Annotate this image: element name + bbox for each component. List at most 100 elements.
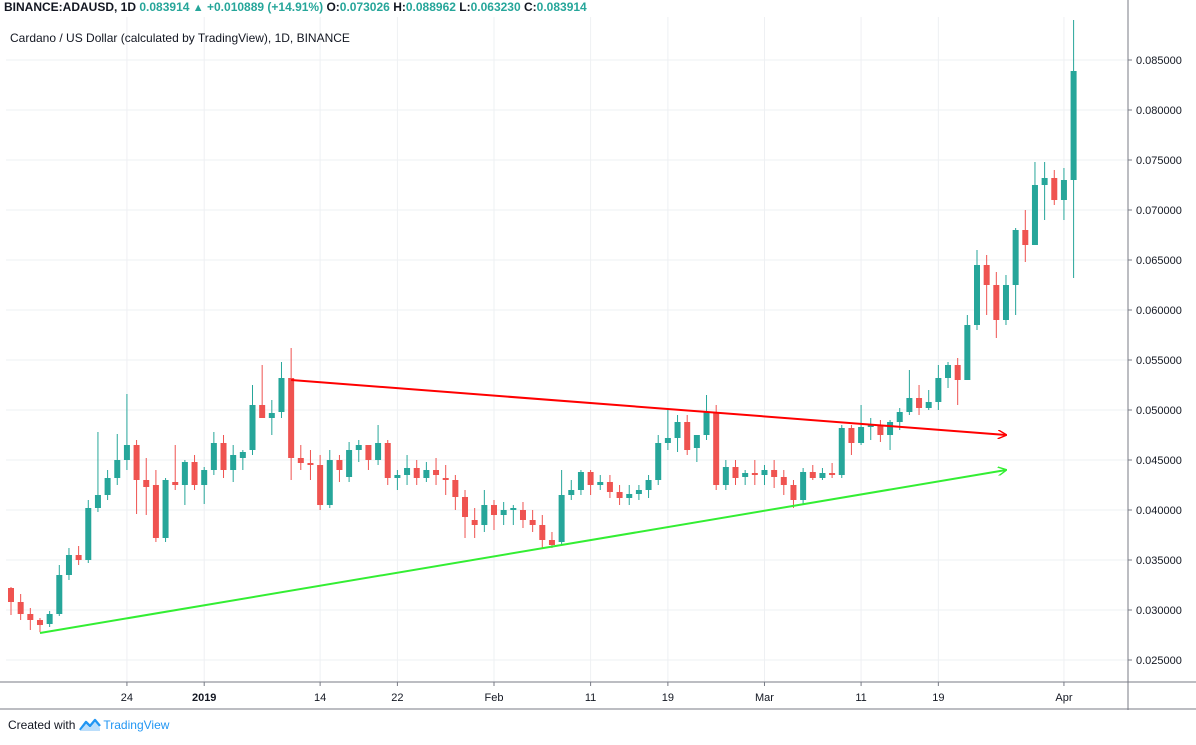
x-tick-label: 11: [585, 692, 596, 704]
y-tick-label: 0.035000: [1136, 555, 1182, 567]
ohlc-header: BINANCE:ADAUSD, 1D 0.083914 ▲ +0.010889 …: [4, 0, 587, 14]
candle-body: [993, 285, 1000, 320]
candle-body: [201, 470, 208, 485]
candle-body: [249, 405, 256, 450]
candle-body: [848, 428, 855, 443]
candle: [452, 475, 459, 510]
candle-body: [462, 497, 469, 517]
candle: [288, 348, 295, 480]
candle-body: [597, 482, 604, 485]
candle-body: [983, 265, 990, 285]
y-tick-label: 0.075000: [1136, 155, 1182, 167]
candle: [375, 425, 382, 465]
candle: [413, 460, 420, 485]
candle: [433, 458, 440, 485]
candle-body: [722, 467, 729, 485]
candle: [500, 502, 507, 525]
candle: [771, 460, 778, 488]
candle: [1002, 275, 1009, 325]
candle: [655, 435, 662, 485]
candle: [404, 455, 411, 485]
candle: [597, 475, 604, 490]
candle: [8, 587, 14, 615]
x-tick-label: Mar: [755, 692, 774, 704]
candle-body: [94, 495, 101, 508]
candle-body: [394, 475, 401, 478]
candle: [722, 460, 729, 490]
candle: [249, 385, 256, 455]
candle: [945, 362, 952, 388]
candle: [819, 468, 826, 480]
candle-body: [452, 480, 459, 497]
candle-body: [800, 472, 807, 500]
candle-body: [375, 443, 382, 460]
candle-body: [684, 422, 691, 450]
candle-body: [896, 412, 903, 422]
candle-body: [703, 412, 710, 435]
candle: [732, 460, 739, 485]
candle: [780, 470, 787, 495]
candle-body: [65, 555, 72, 575]
close-value: 0.083914: [536, 0, 587, 14]
candle-body: [510, 508, 517, 510]
candle: [684, 415, 691, 455]
candle: [181, 460, 188, 505]
y-tick-label: 0.055000: [1136, 355, 1182, 367]
candle-body: [558, 495, 565, 542]
chart-title: Cardano / US Dollar (calculated by Tradi…: [10, 31, 350, 45]
candle: [259, 365, 266, 418]
y-tick-label: 0.040000: [1136, 505, 1182, 517]
created-with-text: Created with: [8, 718, 76, 732]
candle: [887, 420, 894, 450]
candle-body: [442, 478, 449, 480]
candle: [268, 400, 275, 435]
candle: [394, 470, 401, 490]
candle-body: [858, 427, 865, 443]
y-tick-label: 0.070000: [1136, 205, 1182, 217]
x-tick-label: 22: [391, 692, 403, 704]
candle: [114, 434, 121, 485]
candle: [27, 608, 34, 630]
trendlines: [39, 379, 1006, 634]
candle: [568, 480, 575, 500]
candle-body: [780, 477, 787, 485]
candle: [317, 455, 324, 510]
candle-body: [906, 398, 913, 412]
x-tick-label: 19: [662, 692, 674, 704]
candles: [8, 20, 1077, 632]
candle-body: [481, 505, 488, 525]
candle-body: [1012, 230, 1019, 285]
candle: [916, 385, 923, 415]
candle-body: [829, 473, 836, 475]
candle: [172, 445, 179, 490]
candle: [123, 394, 130, 470]
symbol-label: BINANCE:ADAUSD, 1D: [4, 0, 137, 14]
candle: [761, 465, 768, 485]
candle-body: [404, 468, 411, 475]
candle-body: [365, 445, 372, 460]
candle: [606, 475, 613, 498]
candle: [635, 485, 642, 500]
candle-body: [693, 435, 700, 448]
candle: [751, 460, 758, 485]
candle: [491, 500, 497, 530]
candle-body: [519, 510, 526, 520]
footer: Created with TradingView: [8, 718, 169, 732]
y-tick-label: 0.025000: [1136, 655, 1182, 667]
candle: [46, 611, 53, 627]
candle: [201, 467, 208, 504]
candle: [906, 370, 913, 415]
candle-body: [1041, 178, 1048, 185]
candle-body: [1070, 71, 1077, 180]
tradingview-link[interactable]: TradingView: [103, 718, 170, 732]
candle-body: [297, 458, 304, 463]
candle: [1022, 210, 1029, 262]
candle-body: [974, 265, 980, 325]
candle: [442, 465, 449, 495]
candle-body: [433, 470, 440, 475]
candle: [577, 470, 584, 495]
candle-body: [471, 520, 478, 525]
candle: [954, 358, 961, 405]
x-tick-label: 2019: [192, 692, 216, 704]
